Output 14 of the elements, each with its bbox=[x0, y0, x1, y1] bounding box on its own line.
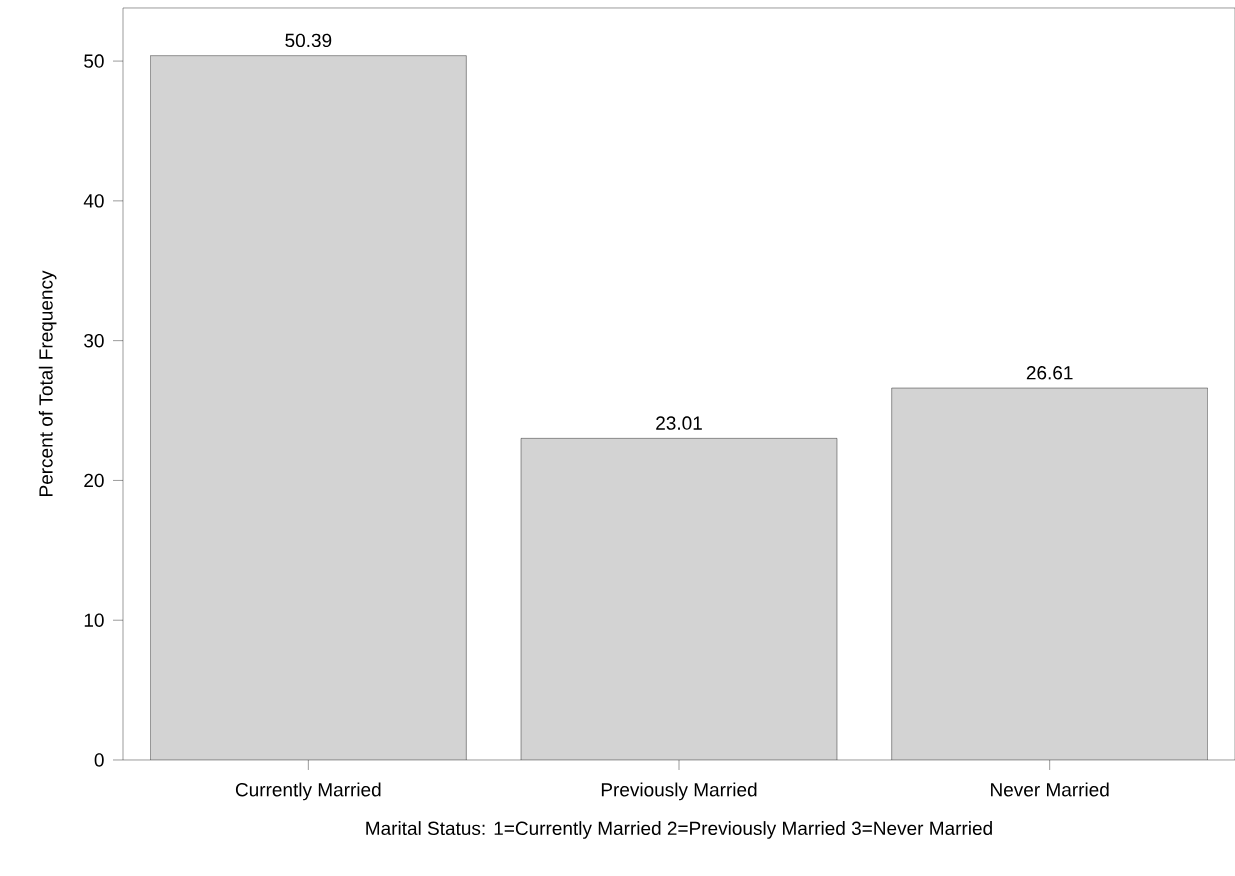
data-label: 50.39 bbox=[285, 33, 332, 48]
y-tick-label: 30 bbox=[84, 333, 104, 348]
y-tick-label: 40 bbox=[83, 194, 104, 208]
y-tick-label: 10 bbox=[84, 613, 104, 627]
y-tick-label: 0 bbox=[94, 753, 104, 767]
x-tick-label: Currently Married bbox=[235, 782, 381, 801]
x-axis-title: Marital Status: 1=Currently Married 2=Previously Married 3=Never Married bbox=[366, 821, 992, 839]
y-tick-label: 20 bbox=[84, 473, 104, 488]
data-label: 23.01 bbox=[656, 416, 702, 430]
y-tick-label: 50 bbox=[84, 54, 104, 68]
x-tick-label: Previously Married bbox=[601, 782, 757, 801]
x-tick-label: Never Married bbox=[991, 782, 1109, 797]
data-label: 26.61 bbox=[1026, 366, 1073, 380]
y-axis-title: Percent of Total Frequency bbox=[38, 270, 57, 496]
